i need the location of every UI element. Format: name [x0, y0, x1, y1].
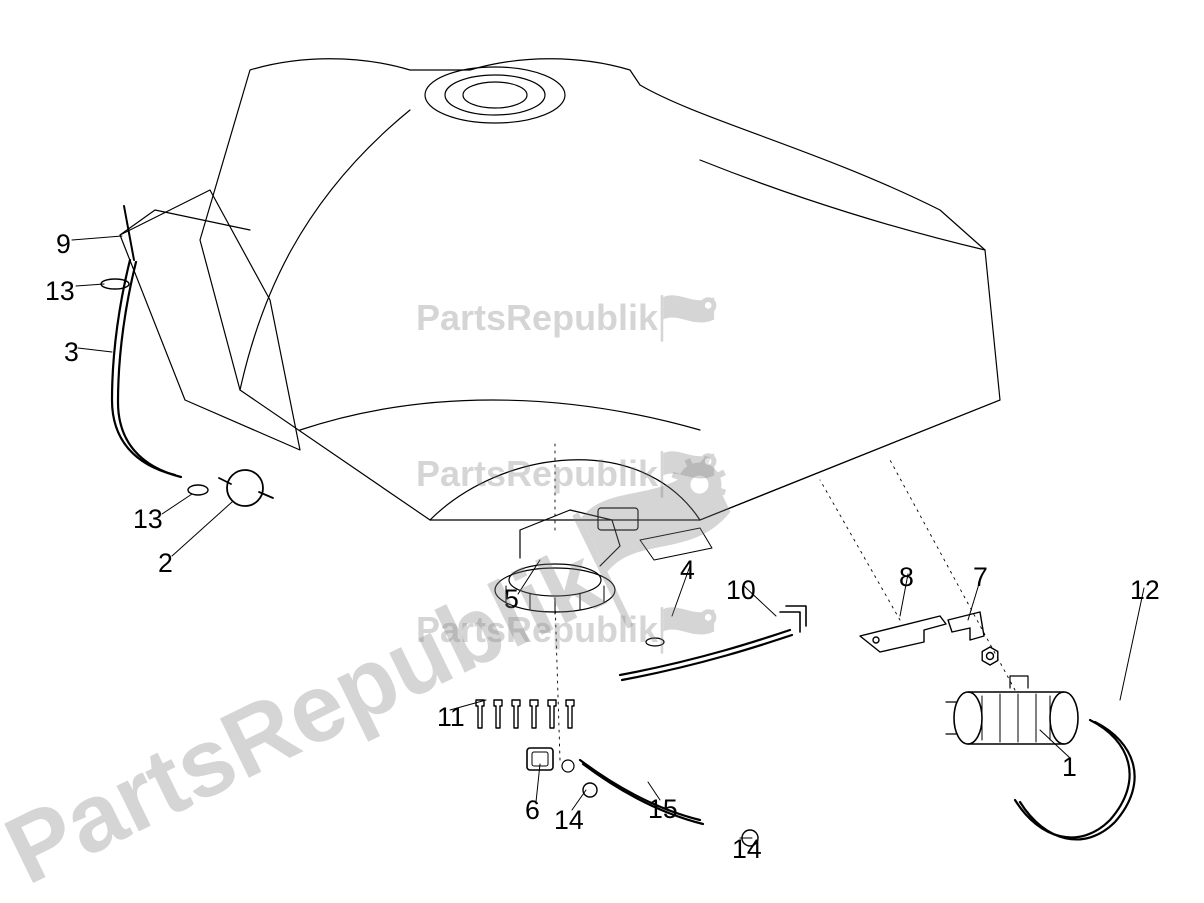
hose-grommet-a: [583, 783, 597, 797]
hose-breather-drain: [112, 260, 181, 477]
o-ring-lower: [188, 485, 208, 495]
flag-gear-icon: [658, 292, 722, 344]
watermark-horizontal-1: PartsRepublik: [416, 292, 722, 344]
watermark-text: PartsRepublik: [416, 297, 658, 339]
canister-clip: [948, 612, 984, 640]
flag-gear-icon: [658, 604, 722, 656]
watermark-horizontal-3: PartsRepublik: [416, 604, 722, 656]
canister-bracket: [860, 616, 946, 652]
callout-14b: 14: [732, 834, 762, 865]
callout-2: 2: [158, 548, 173, 579]
callout-3: 3: [64, 337, 79, 368]
canister-nut: [982, 647, 998, 665]
fuel-hose-pump-to-filter: [580, 760, 703, 824]
fuel-quick-disconnect: [527, 748, 574, 772]
callout-15: 15: [648, 794, 678, 825]
callout-6: 6: [525, 795, 540, 826]
watermark-text: PartsRepublik: [416, 453, 658, 495]
callout-13b: 13: [133, 504, 163, 535]
breather-pipe: [124, 206, 134, 260]
evap-canister: [946, 676, 1078, 744]
callout-14a: 14: [554, 805, 584, 836]
callout-13a: 13: [45, 276, 75, 307]
flag-gear-icon: [658, 448, 722, 500]
callout-7: 7: [973, 562, 988, 593]
watermark-horizontal-2: PartsRepublik: [416, 448, 722, 500]
hose-elbow-fitting: [780, 606, 806, 632]
callout-8: 8: [899, 562, 914, 593]
callout-12: 12: [1130, 575, 1160, 606]
callout-1: 1: [1062, 752, 1077, 783]
rollover-valve: [219, 470, 273, 506]
callout-9: 9: [56, 229, 71, 260]
watermark-text: PartsRepublik: [416, 609, 658, 651]
